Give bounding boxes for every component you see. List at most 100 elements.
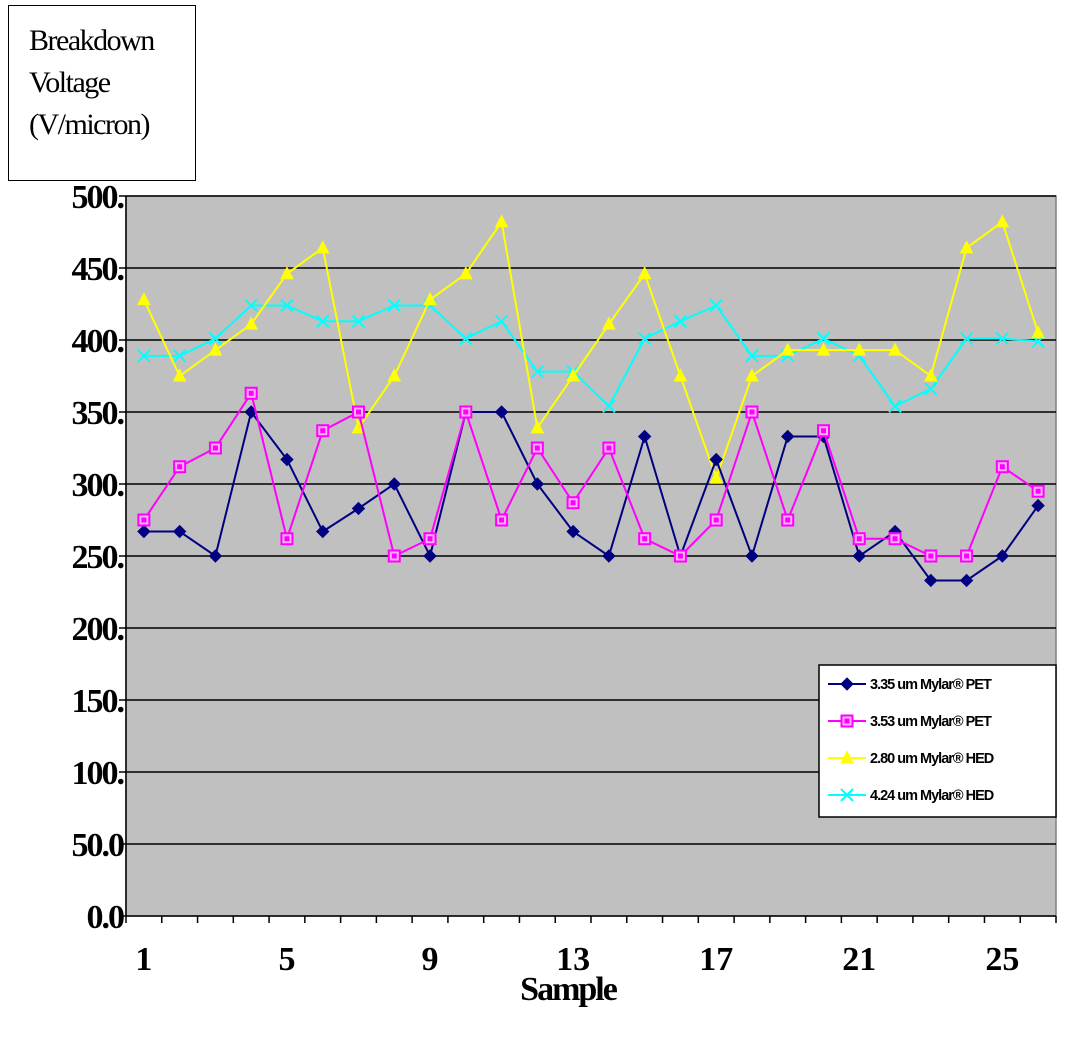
data-point-square-center xyxy=(248,390,254,396)
data-point-x xyxy=(673,314,688,328)
data-point-diamond xyxy=(530,477,545,491)
legend-box xyxy=(818,664,1057,818)
y-tick-label: 350. xyxy=(72,395,124,432)
data-point-triangle xyxy=(566,368,580,382)
data-point-x-stroke xyxy=(208,331,223,346)
data-point-x xyxy=(995,331,1010,346)
data-point-square-center xyxy=(177,464,183,470)
data-point-x-stroke xyxy=(840,788,854,802)
data-point-x xyxy=(745,349,759,363)
data-point-x-stroke xyxy=(137,349,151,363)
data-point-triangle xyxy=(172,368,187,382)
data-point-diamond xyxy=(959,573,974,588)
data-point-diamond xyxy=(1031,498,1045,513)
data-point-x-stroke xyxy=(709,298,723,313)
data-point-square-center xyxy=(856,536,862,542)
x-tick-label: 25 xyxy=(985,941,1019,978)
data-point-x-stroke xyxy=(959,331,974,346)
data-point-diamond xyxy=(602,549,616,563)
data-point-triangle xyxy=(315,240,330,254)
data-point-square-center xyxy=(713,517,719,523)
data-point-x-stroke xyxy=(637,331,652,346)
data-point-x xyxy=(530,364,545,379)
data-point-triangle xyxy=(709,470,724,484)
data-point-diamond xyxy=(316,524,330,539)
data-point-x xyxy=(494,314,509,328)
y-axis-title-line-3: (V/micron) xyxy=(29,108,150,141)
data-point-x-stroke xyxy=(172,349,187,363)
x-tick-label: 1 xyxy=(135,941,152,978)
data-point-x-stroke xyxy=(816,331,831,346)
y-axis-title-line-1: Breakdown xyxy=(29,24,155,57)
data-point-diamond xyxy=(852,549,866,563)
data-point-x-stroke xyxy=(494,314,509,328)
x-tick-label: 9 xyxy=(422,941,439,978)
data-point-x xyxy=(924,382,938,396)
data-point-triangle xyxy=(458,266,473,280)
data-point-square-center xyxy=(821,428,826,434)
y-tick-label: 100. xyxy=(72,755,124,792)
data-point-x-stroke xyxy=(280,298,294,313)
y-tick-label: 0.0 xyxy=(87,899,125,936)
y-tick-label: 400. xyxy=(72,323,124,360)
data-point-diamond xyxy=(781,429,795,444)
data-point-x-stroke xyxy=(924,382,938,396)
data-point-x-stroke xyxy=(316,314,330,328)
series-2 xyxy=(137,386,1045,563)
data-point-triangle xyxy=(387,368,402,382)
data-point-x xyxy=(459,331,473,346)
data-point-triangle xyxy=(137,292,151,306)
data-point-square-center xyxy=(928,553,934,559)
data-point-square-center xyxy=(964,553,970,559)
data-point-diamond xyxy=(494,405,509,419)
data-point-triangle xyxy=(780,342,795,356)
data-point-square-center xyxy=(463,409,469,415)
series-line xyxy=(143,304,1039,408)
legend-item: 2.80 um Mylar® HED xyxy=(828,750,995,767)
data-point-x xyxy=(888,399,902,413)
data-point-triangle xyxy=(280,266,294,280)
data-point-x xyxy=(959,331,974,346)
y-tick-label: 50.0 xyxy=(72,827,125,864)
data-point-triangle xyxy=(244,316,259,330)
x-tick-label: 5 xyxy=(278,941,295,978)
data-point-diamond xyxy=(924,573,938,588)
data-point-x-stroke xyxy=(244,298,258,313)
data-point-x-stroke xyxy=(745,349,759,363)
legend-item: 3.53 um Mylar® PET xyxy=(828,714,993,730)
data-point-x-stroke xyxy=(387,298,401,313)
data-point-square-center xyxy=(677,553,683,559)
data-point-triangle xyxy=(602,316,616,330)
data-point-triangle xyxy=(1031,325,1045,339)
data-point-triangle xyxy=(745,368,759,382)
y-tick-label: 300. xyxy=(72,467,124,504)
data-point-square-center xyxy=(642,536,648,542)
data-point-x xyxy=(709,298,723,313)
y-tick-label: 450. xyxy=(72,251,124,288)
legend-label: 3.35 um Mylar® PET xyxy=(870,677,992,693)
data-point-diamond xyxy=(172,524,187,539)
x-tick-label: 13 xyxy=(556,941,590,978)
series-line xyxy=(142,219,1040,482)
y-tick-label: 500. xyxy=(72,179,124,216)
data-point-diamond xyxy=(745,549,759,563)
data-point-x xyxy=(172,349,187,363)
data-point-diamond xyxy=(137,524,151,539)
data-point-triangle xyxy=(852,342,867,356)
data-point-x xyxy=(637,331,652,346)
data-point-square-center xyxy=(785,517,791,523)
data-point-diamond xyxy=(637,429,652,444)
x-axis-ticks: 1 5 9 13 17 21 25 xyxy=(125,916,1057,978)
y-tick-label: 200. xyxy=(72,611,124,648)
data-point-x-stroke xyxy=(602,399,616,413)
data-point-square-center xyxy=(320,428,326,434)
data-point-x xyxy=(602,399,616,413)
y-axis-title-box: Breakdown Voltage (V/micron) xyxy=(8,5,196,181)
data-point-square-center xyxy=(606,445,612,451)
data-point-square-center xyxy=(499,517,505,523)
data-point-x-stroke xyxy=(995,331,1010,346)
data-point-x xyxy=(840,788,854,802)
data-point-diamond xyxy=(995,549,1010,563)
data-point-square-center xyxy=(212,445,218,451)
